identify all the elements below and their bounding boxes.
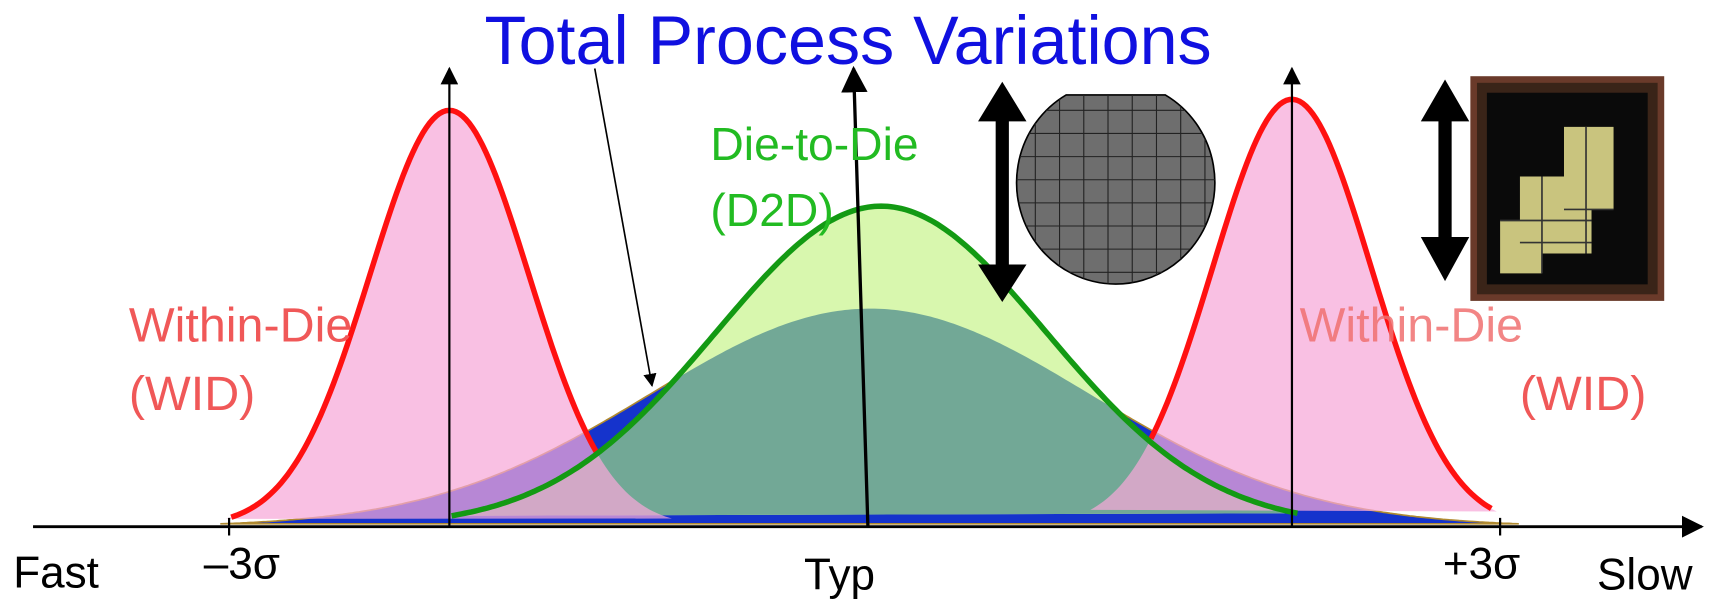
die-icon	[1474, 80, 1661, 298]
diagram: Total Process Variations Die-to-Die (D2D…	[0, 0, 1727, 604]
pointer-arrow	[595, 69, 652, 386]
d2d-label: Die-to-Die	[710, 118, 918, 170]
axis-label: Fast	[13, 548, 99, 597]
double-arrow	[1421, 80, 1469, 282]
title: Total Process Variations	[484, 3, 1211, 79]
axis-label: –3σ	[204, 539, 280, 588]
wid-label: Within-Die	[1300, 299, 1523, 353]
wid-abbr: (WID)	[1520, 367, 1646, 421]
axis-label: Typ	[804, 550, 875, 599]
wafer-icon	[1008, 88, 1223, 303]
wid-label: Within-Die	[129, 299, 352, 353]
axis-label: Slow	[1597, 550, 1693, 599]
wid-abbr: (WID)	[129, 367, 255, 421]
d2d-abbr: (D2D)	[710, 184, 833, 236]
axis-label: +3σ	[1443, 539, 1520, 588]
